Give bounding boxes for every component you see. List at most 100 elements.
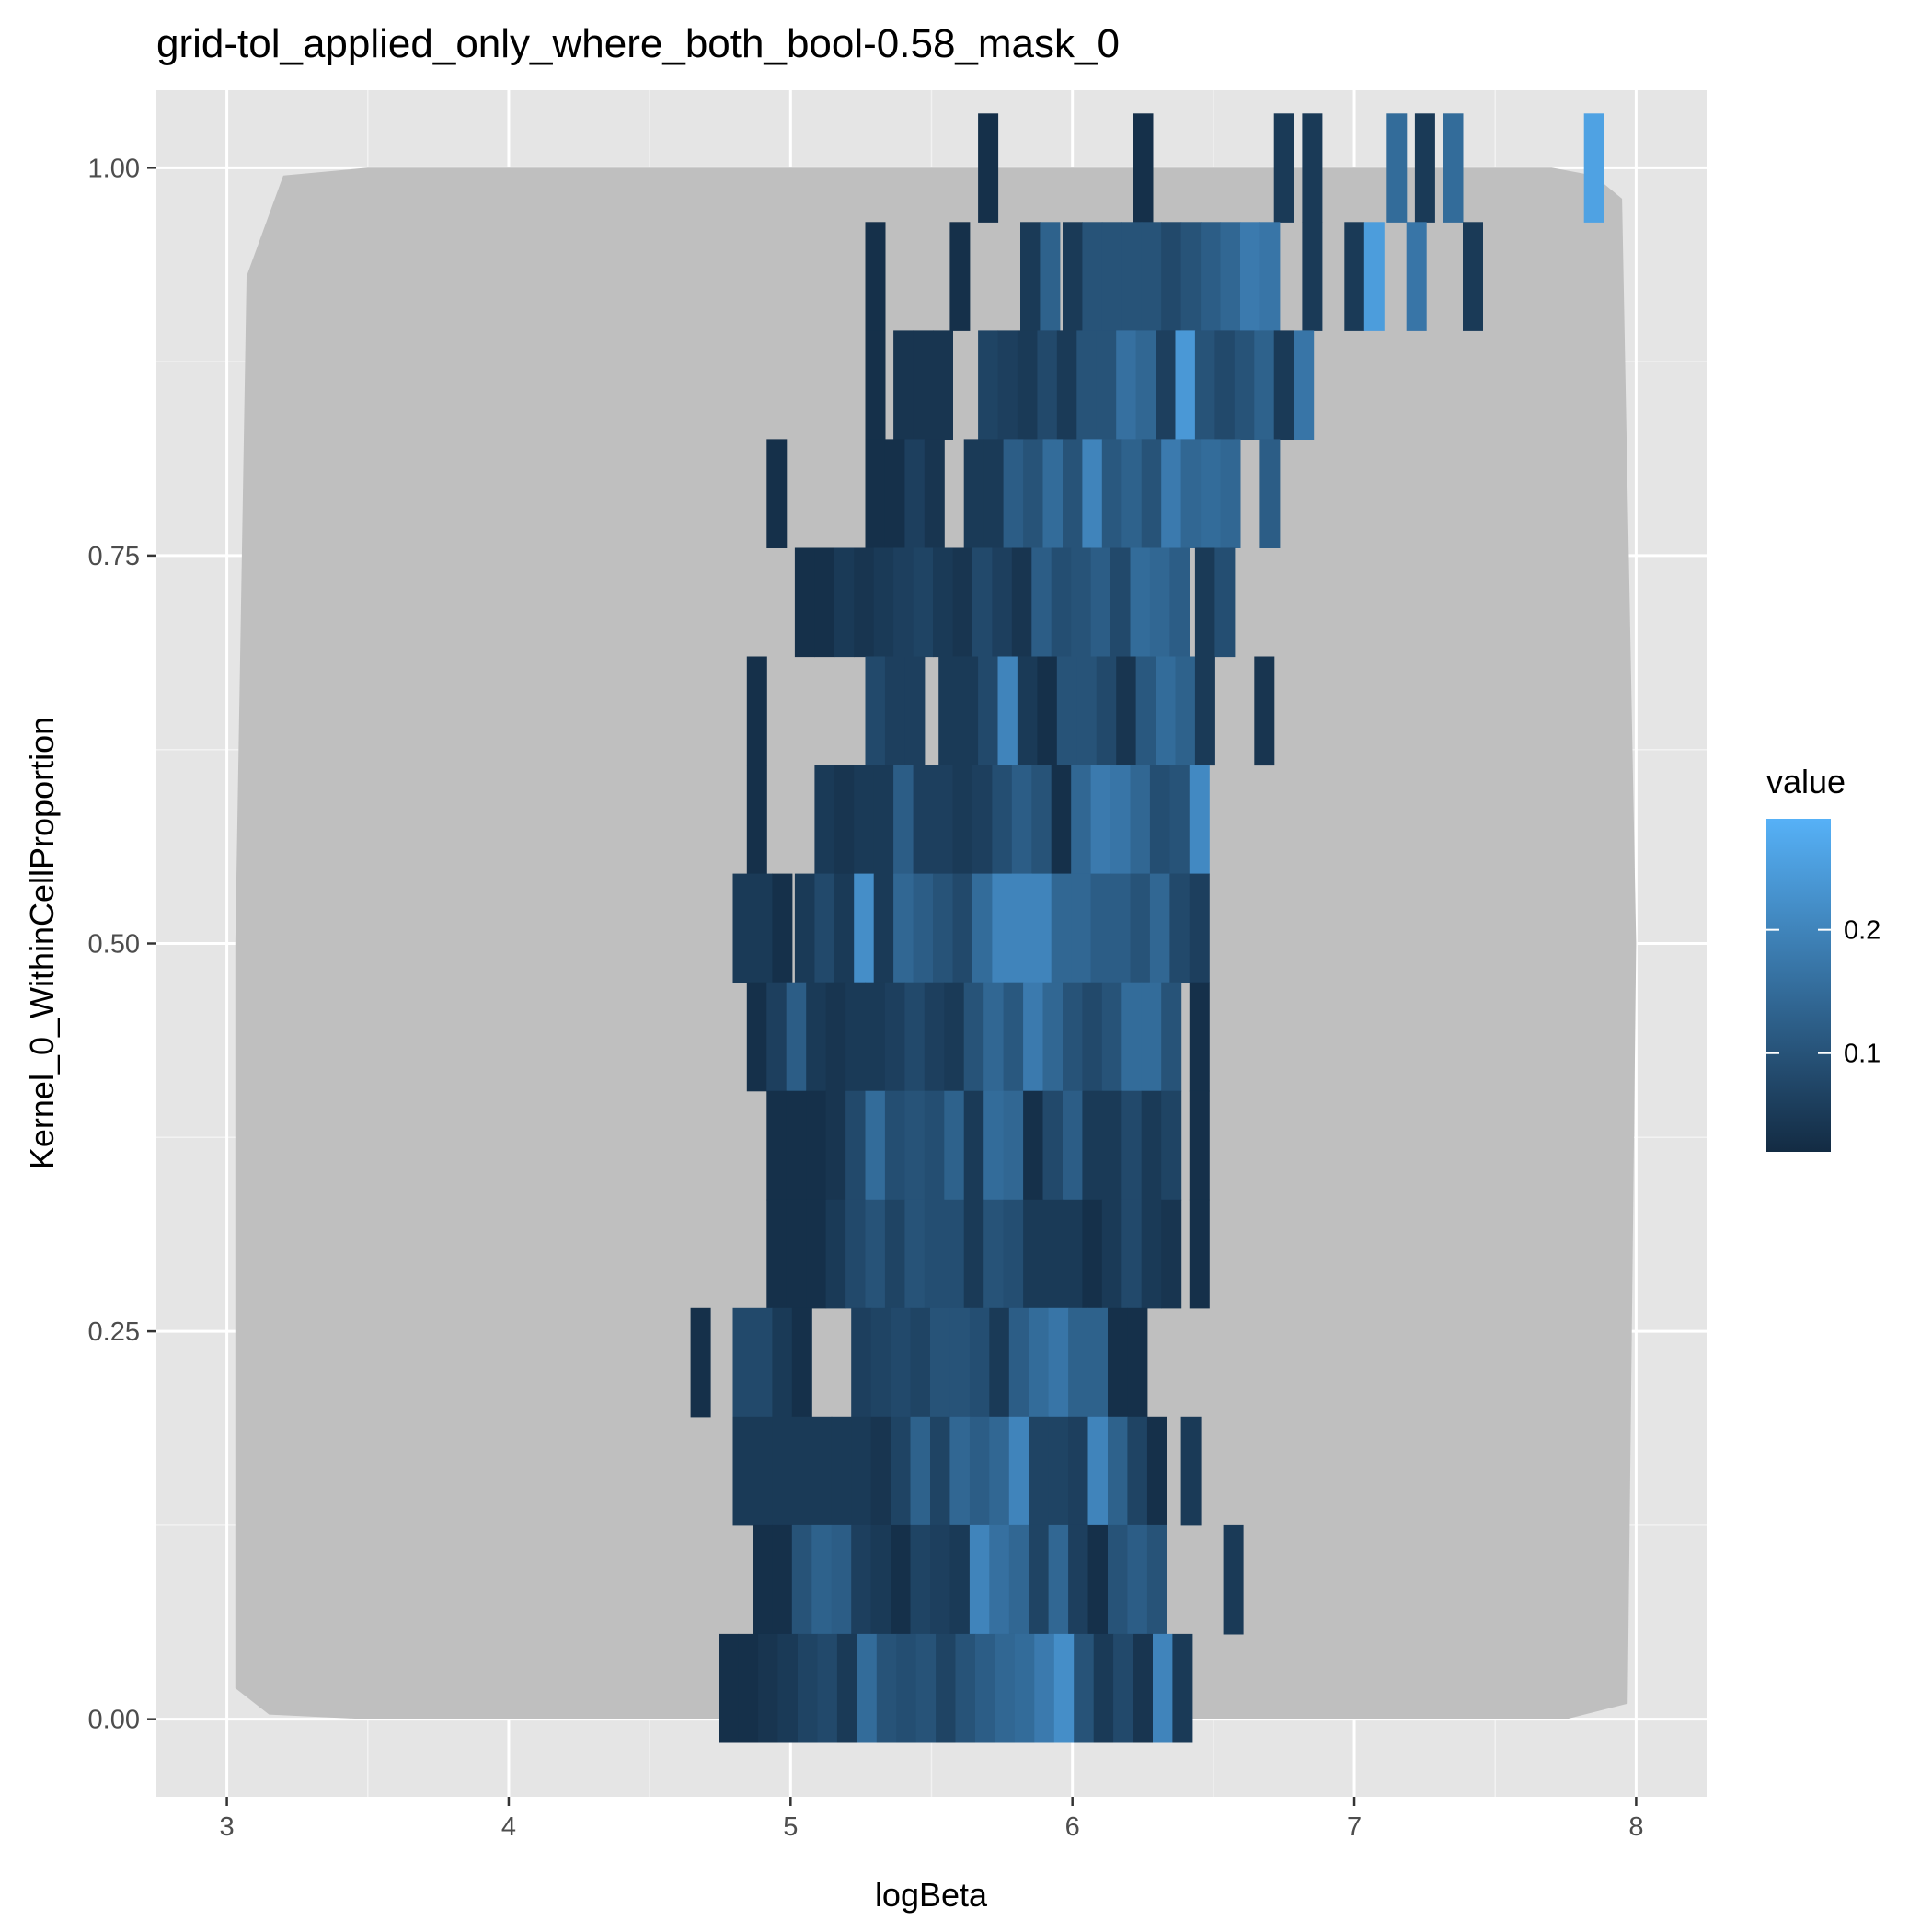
heatmap-tile	[1141, 439, 1162, 548]
heatmap-tile	[865, 982, 886, 1092]
heatmap-tile	[1175, 330, 1196, 440]
heatmap-tile	[865, 1199, 886, 1309]
heatmap-tile	[983, 439, 1005, 548]
heatmap-tile	[1121, 439, 1143, 548]
heatmap-tile	[938, 656, 960, 766]
heatmap-tile	[891, 1307, 912, 1418]
heatmap-tile	[836, 1633, 857, 1743]
legend-tick-label: 0.1	[1844, 1040, 1880, 1069]
heatmap-tile	[1090, 765, 1111, 875]
heatmap-tile	[910, 1416, 931, 1526]
heatmap-tile	[930, 1307, 950, 1418]
heatmap-tile	[975, 1633, 995, 1743]
heatmap-tile	[978, 113, 999, 223]
heatmap-tile	[1003, 982, 1024, 1092]
heatmap-tile	[884, 1199, 905, 1309]
heatmap-tile	[969, 1307, 990, 1418]
heatmap-tile	[1011, 765, 1032, 875]
heatmap-tile	[944, 1090, 965, 1201]
heatmap-tile	[1014, 1633, 1035, 1743]
heatmap-tile	[1037, 656, 1058, 766]
heatmap-tile	[972, 547, 993, 658]
heatmap-tile	[845, 1199, 867, 1309]
heatmap-tile	[719, 1633, 740, 1743]
heatmap-tile	[963, 982, 984, 1092]
heatmap-tile	[1240, 222, 1260, 331]
legend-colorbar	[1766, 819, 1831, 1152]
y-tick-label: 0.50	[88, 930, 140, 960]
heatmap-tile	[753, 1524, 773, 1635]
heatmap-tile	[1149, 765, 1170, 875]
heatmap-tile	[746, 765, 767, 875]
heatmap-tile	[1302, 222, 1323, 331]
heatmap-tile	[766, 982, 788, 1092]
heatmap-tile	[924, 1199, 945, 1309]
heatmap-tile	[825, 1199, 846, 1309]
heatmap-tile	[978, 330, 999, 440]
heatmap-tile	[1127, 1416, 1148, 1526]
heatmap-tile	[831, 1416, 852, 1526]
heatmap-tile	[952, 765, 973, 875]
heatmap-tile	[1189, 765, 1210, 875]
heatmap-tile	[924, 982, 945, 1092]
heatmap-tile	[1273, 113, 1294, 223]
heatmap-tile	[972, 765, 993, 875]
y-tick-label: 0.00	[88, 1706, 140, 1735]
heatmap-tile	[1121, 1090, 1143, 1201]
heatmap-tile	[791, 1307, 812, 1418]
heatmap-tile	[904, 982, 926, 1092]
heatmap-tile	[1096, 330, 1117, 440]
heatmap-tile	[1259, 222, 1281, 331]
x-tick-label: 7	[1347, 1812, 1362, 1842]
heatmap-tile	[1234, 330, 1255, 440]
y-tick-label: 1.00	[88, 154, 140, 183]
heatmap-tile	[1108, 1416, 1128, 1526]
heatmap-tile	[1133, 1633, 1154, 1743]
heatmap-tile	[865, 439, 886, 548]
heatmap-tile	[865, 330, 886, 440]
heatmap-tile	[1023, 1090, 1044, 1201]
x-axis: 3 4 5 6 7 8	[220, 1797, 1643, 1842]
heatmap-tile	[1008, 1307, 1029, 1418]
heatmap-tile	[732, 1307, 753, 1418]
heatmap-tile	[1135, 656, 1156, 766]
heatmap-tile	[1003, 1090, 1024, 1201]
heatmap-tile	[1087, 1524, 1109, 1635]
heatmap-tile	[865, 222, 886, 331]
heatmap-tile	[1087, 1416, 1109, 1526]
heatmap-tile	[1121, 222, 1143, 331]
heatmap-tile	[865, 1090, 886, 1201]
heatmap-tile	[1090, 547, 1111, 658]
heatmap-tile	[1042, 1090, 1064, 1201]
heatmap-tile	[978, 656, 999, 766]
heatmap-tile	[1189, 982, 1210, 1092]
x-tick-label: 5	[783, 1812, 798, 1842]
heatmap-tile	[995, 1633, 1016, 1743]
heatmap-tile	[1074, 1633, 1095, 1743]
heatmap-tile	[870, 1307, 891, 1418]
legend-ticks: 0.1 0.2	[1766, 916, 1880, 1069]
heatmap-tile	[1194, 330, 1215, 440]
heatmap-tile	[1042, 1199, 1064, 1309]
heatmap-tile	[904, 439, 926, 548]
heatmap-tile	[738, 1633, 759, 1743]
heatmap-tile	[1386, 113, 1408, 223]
heatmap-tile	[1023, 982, 1044, 1092]
heatmap-tile	[944, 982, 965, 1092]
color-legend: value 0.1 0.2	[1766, 763, 1880, 1152]
heatmap-tile	[1149, 873, 1170, 983]
heatmap-tile	[893, 765, 914, 875]
heatmap-tile	[1020, 222, 1041, 331]
heatmap-tile	[915, 1633, 937, 1743]
heatmap-tile	[817, 1633, 838, 1743]
heatmap-tile	[876, 1633, 897, 1743]
heatmap-tile	[1214, 330, 1236, 440]
heatmap-tile	[834, 765, 855, 875]
heatmap-tile	[834, 873, 855, 983]
heatmap-tile	[1169, 547, 1190, 658]
heatmap-tile	[1463, 222, 1483, 331]
heatmap-tile	[1201, 439, 1222, 548]
heatmap-tile	[786, 1090, 807, 1201]
heatmap-tile	[949, 222, 971, 331]
